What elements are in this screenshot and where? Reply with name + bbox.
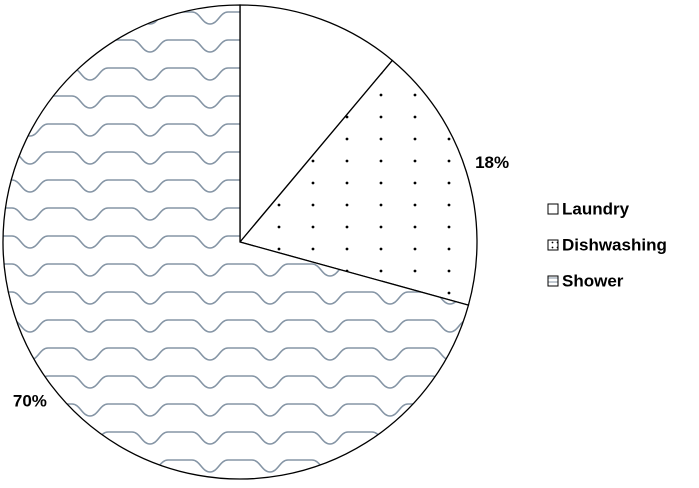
data-label: 11% [314, 0, 347, 2]
legend-swatch [547, 203, 559, 215]
legend-swatch [547, 275, 559, 287]
legend-swatch [547, 239, 559, 251]
pie-slice [238, 59, 478, 306]
legend-label: Shower [562, 271, 624, 290]
pie-slice [2, 4, 470, 480]
legend-label: Dishwashing [562, 235, 667, 254]
pie-slice [239, 4, 394, 244]
data-label: 18% [475, 153, 509, 172]
data-label: 70% [13, 391, 47, 410]
legend-label: Laundry [562, 199, 630, 218]
